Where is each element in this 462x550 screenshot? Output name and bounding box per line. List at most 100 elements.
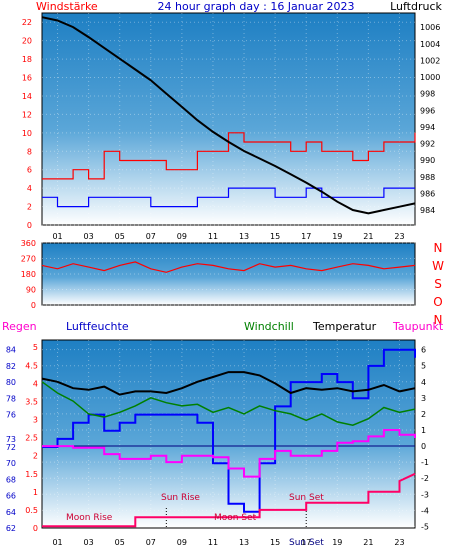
dewpoint-line [42, 429, 416, 478]
wind-axis-tick-9: 18 [22, 55, 32, 64]
wind-x-tick-7: 15 [270, 232, 280, 241]
temperature-axis-tick-9: 4 [421, 378, 426, 387]
temperature-axis-tick-2: -3 [421, 490, 429, 499]
direction-axis-tick-0: 0 [31, 301, 36, 310]
humidity-axis-tick-1: 64 [6, 508, 16, 517]
humidity-axis-tick-9: 80 [6, 378, 16, 387]
pressure-axis-tick-4: 992 [420, 140, 435, 149]
pressure-axis-tick-10: 1004 [420, 40, 440, 49]
humidity-axis-tick-0: 62 [6, 524, 16, 533]
windchill-title: Windchill [244, 320, 294, 333]
wind-axis-tick-6: 12 [22, 110, 32, 119]
graph-title: 24 hour graph day : 16 Januar 2023 [158, 0, 355, 13]
wind-x-tick-9: 19 [332, 232, 342, 241]
wind-x-tick-0: 01 [52, 232, 62, 241]
humidity-axis-tick-8: 78 [6, 394, 16, 403]
wind-axis-tick-4: 8 [27, 147, 32, 156]
climate-x-tick-3: 07 [146, 538, 156, 547]
sun-set-axis-label: Sun Set [289, 538, 324, 548]
temperature-axis-tick-1: -4 [421, 506, 429, 515]
pressure-line [41, 16, 416, 215]
humidity-axis-tick-3: 68 [6, 475, 16, 484]
pressure-axis-tick-0: 984 [420, 206, 435, 215]
direction-letter-n-bottom: N [434, 313, 443, 327]
climate-x-tick-7: 15 [270, 538, 280, 547]
axis-labels: 0246810121416182022984986988990992994996… [6, 18, 441, 547]
windchill-line [41, 381, 416, 426]
climate-grid [42, 340, 415, 528]
rain-axis-tick-1: 0.5 [25, 506, 38, 515]
rain-axis-tick-7: 3.5 [25, 397, 38, 406]
wind-axis-tick-0: 0 [27, 221, 32, 230]
climate-x-tick-10: 21 [363, 538, 373, 547]
wind-average-line [42, 187, 415, 208]
wind-direction-line [41, 261, 416, 273]
direction-axis-tick-3: 270 [21, 255, 36, 264]
humidity-axis-tick-2: 66 [6, 492, 16, 501]
pressure-axis-tick-7: 998 [420, 90, 435, 99]
humidity-axis-tick-11: 84 [6, 346, 16, 355]
climate-x-tick-6: 13 [239, 538, 249, 547]
direction-letters: N W S O N [432, 241, 444, 327]
rain-axis-tick-8: 4 [33, 379, 38, 388]
rain-title: Regen [2, 320, 37, 333]
temperature-axis-tick-7: 2 [421, 410, 426, 419]
wind-axis-tick-5: 10 [22, 129, 32, 138]
direction-letter-s: S [434, 277, 442, 291]
temperature-axis-tick-6: 1 [421, 426, 426, 435]
temperature-axis-tick-3: -2 [421, 474, 429, 483]
humidity-axis-tick-7: 76 [6, 411, 16, 420]
temperature-axis-tick-5: 0 [421, 442, 426, 451]
climate-x-tick-9: 19 [332, 538, 342, 547]
direction-letter-o: O [433, 295, 442, 309]
wind-axis-tick-3: 6 [27, 166, 32, 175]
rain-axis-tick-6: 3 [33, 416, 38, 425]
wind-axis-tick-7: 14 [22, 92, 32, 101]
climate-x-tick-0: 01 [52, 538, 62, 547]
temperature-axis-tick-8: 3 [421, 394, 426, 403]
rain-axis-tick-0: 0 [33, 524, 38, 533]
wind-axis-tick-2: 4 [27, 184, 32, 193]
climate-x-tick-8: 17 [301, 538, 311, 547]
moon-set-label: Moon Set [214, 513, 257, 523]
wind-x-tick-6: 13 [239, 232, 249, 241]
climate-x-tick-11: 23 [394, 538, 404, 547]
temperature-axis-tick-11: 6 [421, 346, 426, 355]
wind-strength-title: Windstärke [36, 0, 98, 13]
pressure-axis-tick-2: 988 [420, 173, 435, 182]
pressure-axis-tick-11: 1006 [420, 23, 440, 32]
pressure-axis-tick-1: 986 [420, 189, 435, 198]
direction-axis-tick-2: 180 [21, 270, 36, 279]
wind-axis-tick-11: 22 [22, 18, 32, 27]
pressure-axis-tick-3: 990 [420, 156, 435, 165]
moon-rise-label: Moon Rise [66, 513, 113, 523]
rain-axis-tick-10: 5 [33, 343, 38, 352]
wind-axis-tick-10: 20 [22, 37, 32, 46]
pressure-axis-tick-9: 1002 [420, 56, 440, 65]
wind-x-tick-8: 17 [301, 232, 311, 241]
humidity-axis-tick-5: 72 [6, 443, 16, 452]
humidity-axis-tick-10: 82 [6, 362, 16, 371]
rain-axis-tick-9: 4.5 [25, 361, 38, 370]
rain-line [42, 472, 416, 528]
rain-axis-tick-5: 2.5 [25, 434, 38, 443]
temperature-title: Temperatur [312, 320, 377, 333]
humidity-title: Luftfeuchte [66, 320, 129, 333]
wind-x-tick-2: 05 [115, 232, 125, 241]
climate-x-tick-2: 05 [115, 538, 125, 547]
climate-x-tick-1: 03 [84, 538, 94, 547]
wind-x-tick-11: 23 [394, 232, 404, 241]
pressure-axis-tick-8: 1000 [420, 73, 440, 82]
wind-x-tick-4: 09 [177, 232, 187, 241]
wind-series [41, 16, 416, 215]
direction-letter-w: W [432, 259, 444, 273]
wind-x-tick-10: 21 [363, 232, 373, 241]
wind-axis-tick-1: 2 [27, 203, 32, 212]
climate-series [41, 348, 416, 528]
wind-axis-tick-8: 16 [22, 74, 32, 83]
wind-x-tick-3: 07 [146, 232, 156, 241]
pressure-axis-tick-5: 994 [420, 123, 435, 132]
direction-letter-n-top: N [434, 241, 443, 255]
direction-panel [41, 242, 416, 306]
